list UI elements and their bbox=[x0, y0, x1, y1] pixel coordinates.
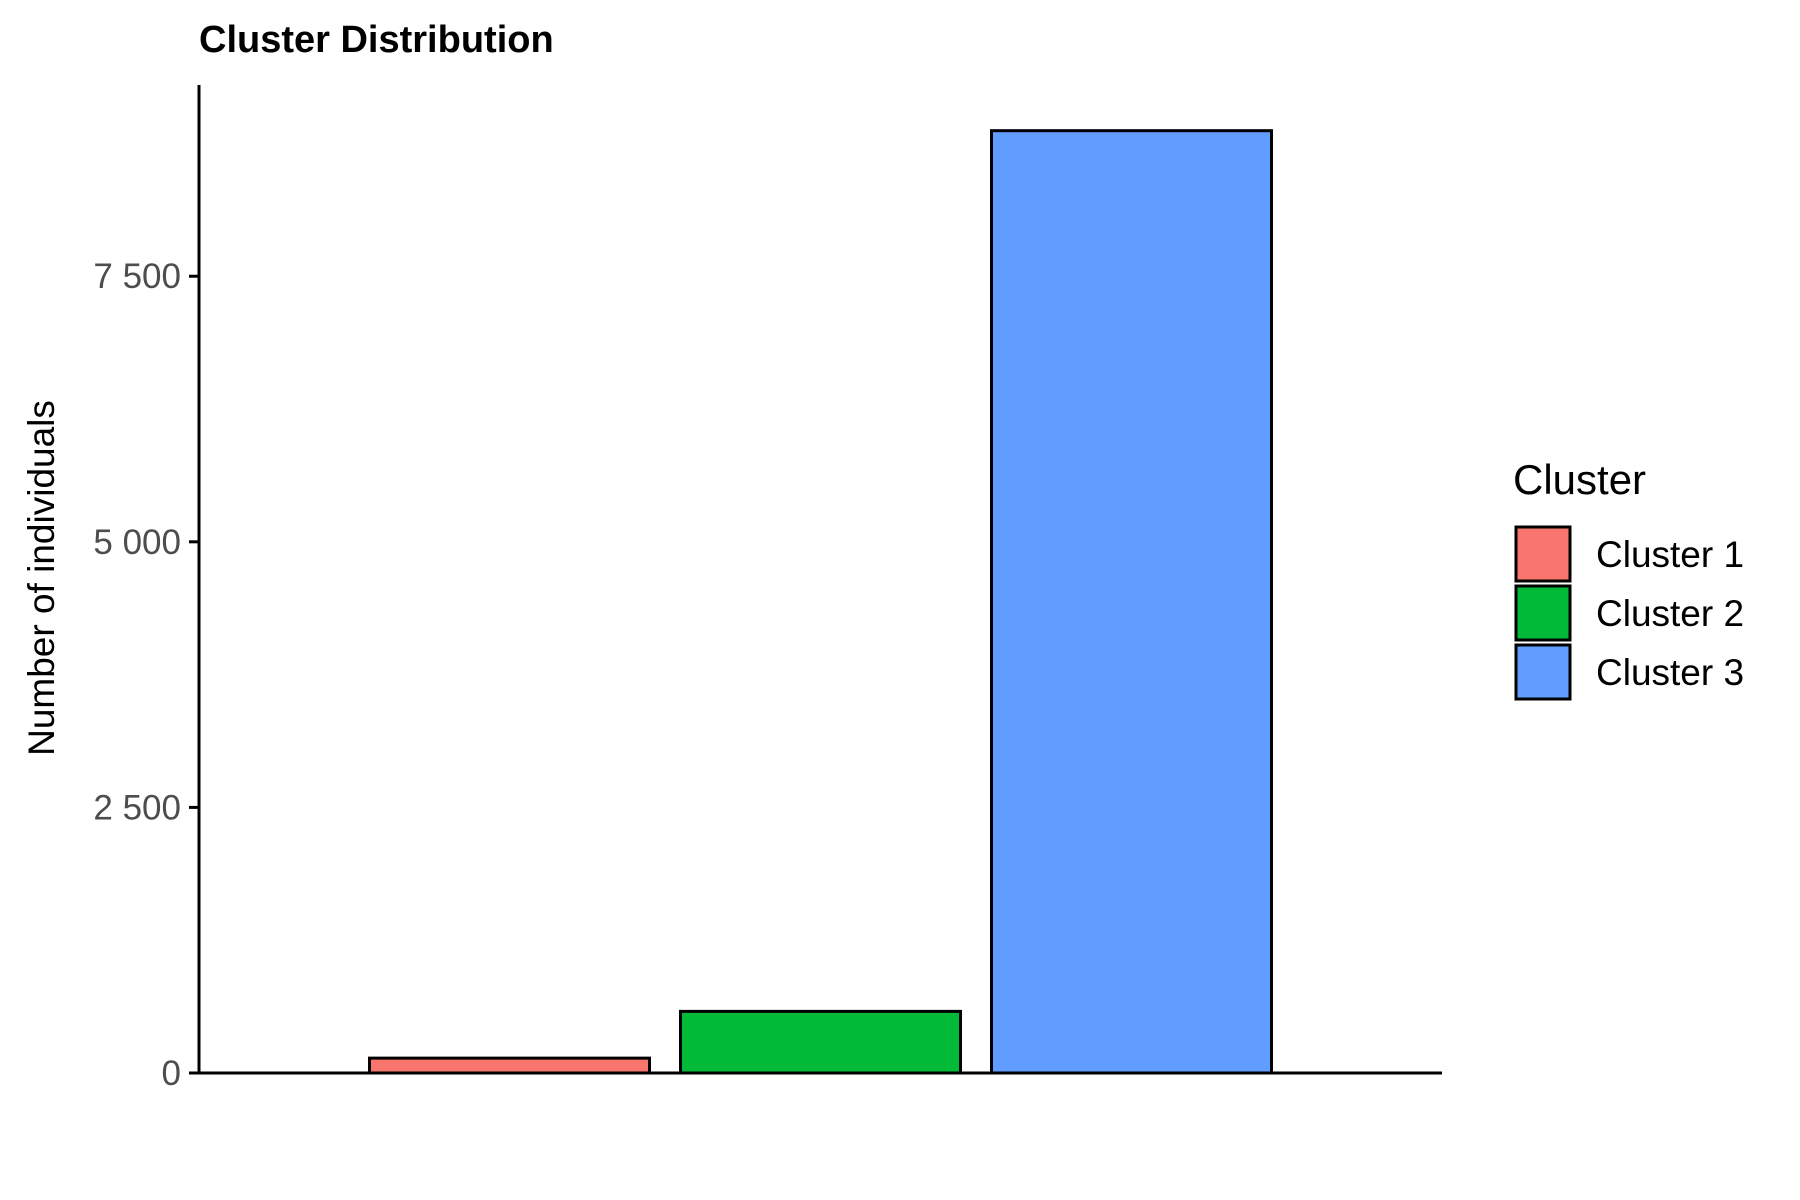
legend-key bbox=[1514, 643, 1572, 701]
y-tick-label: 0 bbox=[162, 1054, 181, 1093]
legend: Cluster 1 Cluster 2 Cluster 3 bbox=[1514, 525, 1744, 701]
y-axis-label: Number of individuals bbox=[21, 400, 62, 756]
y-tick-label: 5 000 bbox=[93, 523, 181, 562]
legend-title: Cluster bbox=[1513, 456, 1646, 503]
legend-label: Cluster 1 bbox=[1596, 534, 1744, 575]
legend-key bbox=[1514, 584, 1572, 642]
bars-group bbox=[368, 129, 1273, 1075]
bar-cluster-2 bbox=[679, 1009, 962, 1075]
legend-key bbox=[1514, 525, 1572, 583]
y-tick-label: 7 500 bbox=[93, 257, 181, 296]
legend-label: Cluster 2 bbox=[1596, 593, 1744, 634]
bar-cluster-1 bbox=[368, 1056, 651, 1075]
bar-cluster-3 bbox=[990, 129, 1273, 1075]
legend-label: Cluster 3 bbox=[1596, 652, 1744, 693]
y-tick-label: 2 500 bbox=[93, 788, 181, 827]
chart-title: Cluster Distribution bbox=[199, 19, 554, 61]
y-ticks-group: 0 2 500 5 000 7 500 bbox=[93, 257, 199, 1093]
